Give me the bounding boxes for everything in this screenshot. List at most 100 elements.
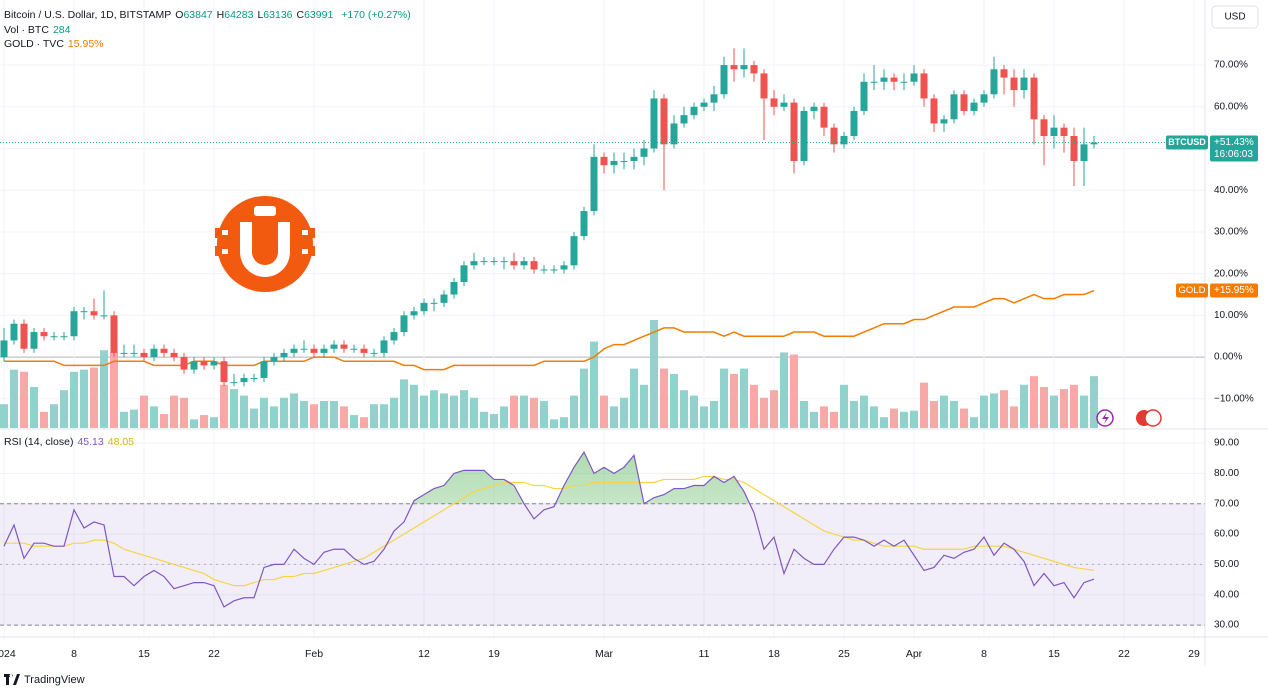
volume-bar [600, 395, 608, 428]
volume-bar [420, 395, 428, 428]
volume-bar [140, 395, 148, 428]
candle-body [690, 106, 698, 116]
volume-bar [460, 390, 468, 428]
volume-bar [30, 386, 38, 428]
candle-body [860, 81, 868, 111]
volume-bar [110, 352, 118, 428]
ohlc-label: C [296, 9, 305, 21]
y-tick-label: 0.00% [1214, 352, 1242, 363]
candle-body [760, 73, 768, 99]
symbol-title: Bitcoin / U.S. Dollar, 1D, BITSTAMP [4, 9, 172, 21]
volume-bar [510, 395, 518, 428]
rsi-tick-label: 80.00 [1214, 468, 1239, 479]
ohlc-value: 63847 [183, 9, 213, 21]
volume-bar [480, 411, 488, 428]
x-tick-label: 2024 [0, 648, 16, 660]
rsi-tick-label: 60.00 [1214, 529, 1239, 540]
candle-body [780, 102, 788, 107]
volume-bar [860, 395, 868, 428]
x-tick-label: 8 [71, 648, 77, 660]
volume-bar [720, 368, 728, 428]
candle-body [80, 311, 88, 313]
candle-body [390, 332, 398, 341]
legend-main: Bitcoin / U.S. Dollar, 1D, BITSTAMP O6384… [4, 9, 415, 21]
candle-body [840, 135, 848, 145]
candle-body [260, 361, 268, 378]
volume-bar [640, 384, 648, 428]
volume-bar [100, 350, 108, 428]
volume-bar [960, 408, 968, 428]
volume-bar [680, 390, 688, 428]
volume-bar [240, 395, 248, 428]
volume-bar [180, 397, 188, 428]
candle-body [300, 348, 308, 350]
rsi-tick-label: 70.00 [1214, 498, 1239, 509]
volume-bar [920, 382, 928, 428]
volume-bar [790, 354, 798, 428]
candle-body [560, 265, 568, 270]
candle-body [900, 81, 908, 83]
volume-bar [580, 368, 588, 428]
gold-label: GOLD · TVC [4, 38, 64, 50]
volume-bar [290, 393, 298, 428]
volume-bar [550, 419, 558, 428]
volume-bar [870, 406, 878, 428]
candle-body [90, 311, 98, 316]
candle-body [710, 94, 718, 103]
volume-bar [200, 415, 208, 428]
rsi-value: 45.13 [77, 436, 104, 448]
rsi-tick-label: 90.00 [1214, 438, 1239, 449]
candle-body [130, 352, 138, 354]
candle-body [850, 110, 858, 136]
y-tick-label: 30.00% [1214, 227, 1248, 238]
volume-bar [830, 411, 838, 428]
rsi-ma-value: 48.05 [107, 436, 135, 448]
volume-bar [1020, 384, 1028, 428]
candle-body [360, 348, 368, 353]
x-tick-label: 29 [1188, 648, 1200, 660]
volume-bar [890, 408, 898, 428]
candle-body [190, 361, 198, 370]
rsi-ma-line [4, 475, 1095, 587]
x-tick-label: 12 [418, 648, 430, 660]
candle-body [280, 352, 288, 358]
candle-body [210, 361, 218, 366]
rsi-tick-label: 40.00 [1214, 589, 1239, 600]
ohlc-label: H [216, 9, 225, 21]
candle-body [650, 98, 658, 149]
candle-body [960, 94, 968, 111]
rsi-title: RSI (14, close) [4, 436, 74, 448]
candle-body [510, 261, 518, 266]
btc-tag-bg [1210, 135, 1258, 162]
candle-body [1040, 119, 1048, 136]
candle-body [870, 81, 878, 83]
volume-bar [10, 369, 18, 428]
candle-body [410, 311, 418, 316]
candle-body [670, 123, 678, 145]
x-tick-label: Feb [305, 648, 323, 660]
candle-body [40, 332, 48, 337]
candle-body [400, 315, 408, 333]
volume-bar [1050, 395, 1058, 428]
rsi-tick-label: 50.00 [1214, 559, 1239, 570]
currency-button[interactable] [1211, 5, 1259, 29]
candle-body [30, 332, 38, 349]
volume-bar [370, 404, 378, 428]
volume-bar [160, 413, 168, 428]
candle-body [200, 361, 208, 366]
candle-body [270, 357, 278, 362]
candle-body [530, 261, 538, 270]
volume-bar [500, 406, 508, 428]
candle-body [450, 281, 458, 295]
candle-body [930, 98, 938, 124]
candle-body [120, 352, 128, 354]
change: +170 (+0.27%) [341, 9, 411, 21]
gold-tag-name-bg [1176, 283, 1208, 298]
ohlc-value: 63991 [304, 9, 334, 21]
volume-bar [220, 384, 228, 428]
rsi-tick-label: 30.00 [1214, 620, 1239, 631]
candle-body [0, 340, 8, 358]
candle-body [60, 336, 68, 338]
candle-body [990, 69, 998, 95]
